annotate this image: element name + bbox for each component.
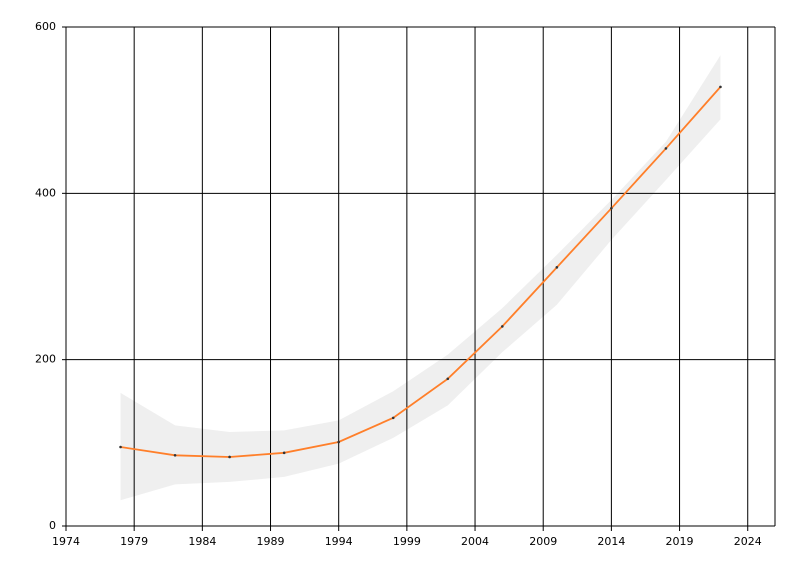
x-tick-label: 1999 <box>393 535 421 548</box>
point <box>337 440 340 444</box>
y-tick-label: 200 <box>35 353 56 366</box>
y-tick-label: 0 <box>49 519 56 532</box>
x-tick-label: 1979 <box>120 535 148 548</box>
x-tick-label: 1984 <box>188 535 216 548</box>
point <box>555 266 559 269</box>
data-layer <box>119 85 722 459</box>
y-tick-label: 400 <box>35 186 56 199</box>
point <box>119 445 122 449</box>
point <box>719 85 722 89</box>
point <box>228 455 231 459</box>
x-tick-label: 2009 <box>529 535 557 548</box>
x-tick-label: 2014 <box>597 535 625 548</box>
grid-layer: 0 200 400 600 1974 1979 1984 1989 1994 1999 2004 20… <box>35 20 776 548</box>
x-tick-label: 1989 <box>257 535 285 548</box>
line <box>120 86 722 458</box>
x-tick-label: 2004 <box>461 535 489 548</box>
point <box>282 451 286 455</box>
x-tick-label: 2019 <box>666 535 694 548</box>
y-tick-label: 600 <box>35 20 56 33</box>
point <box>446 377 450 381</box>
x-tick-label: 1974 <box>52 535 80 548</box>
x-tick-label: 1994 <box>325 535 353 548</box>
point <box>664 147 668 150</box>
point <box>610 207 613 210</box>
x-tick-label: 2024 <box>734 535 762 548</box>
point <box>391 416 395 420</box>
point <box>501 325 504 328</box>
point <box>173 454 177 457</box>
